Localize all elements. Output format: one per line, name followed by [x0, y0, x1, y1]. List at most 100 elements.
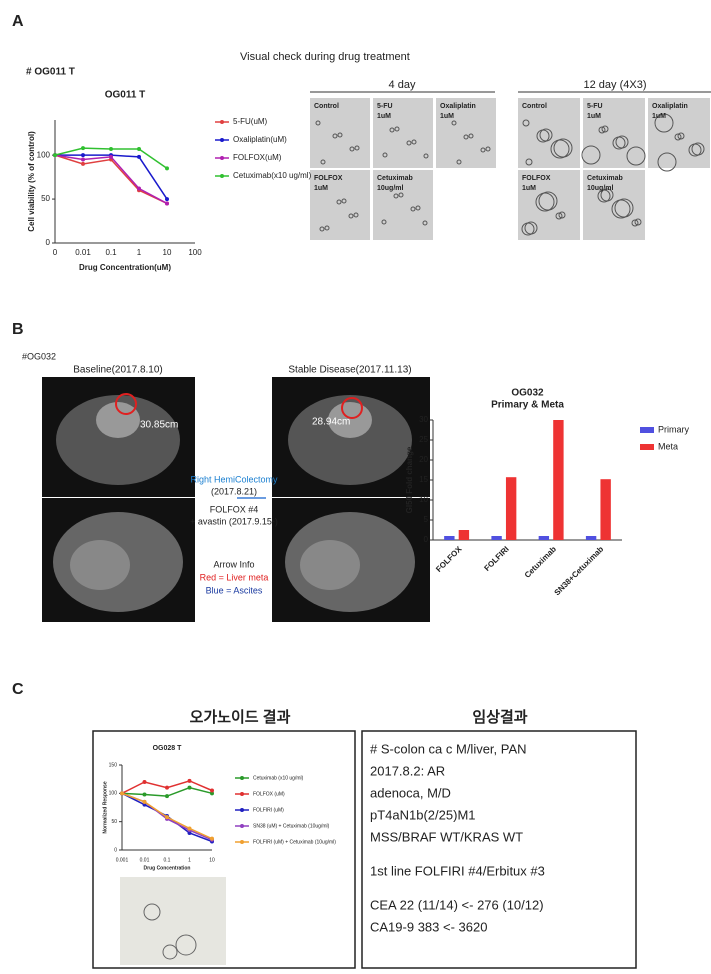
x-tick-label: 0.001 [116, 857, 129, 863]
legend-label: SN38 (uM) + Cetuximab (10ug/ml) [253, 823, 330, 829]
point [187, 831, 192, 835]
organoid [691, 142, 705, 156]
x-tick-label: 0 [53, 248, 58, 257]
x-tick-label: FOLFOX [434, 544, 464, 574]
legend-swatch [240, 776, 244, 780]
legend-swatch [240, 840, 244, 844]
organoid [524, 221, 538, 235]
legend-swatch [220, 174, 224, 178]
organoid [341, 198, 347, 204]
arrow-info: Blue = Ascites [206, 585, 263, 595]
organoid [456, 159, 462, 165]
clinical-line: CA19-9 383 <- 3620 [370, 919, 487, 934]
organoid [423, 153, 429, 159]
y-tick-label: 15 [419, 475, 428, 484]
organoid [336, 199, 342, 205]
x-tick-label: 10 [209, 857, 215, 863]
well-image [518, 98, 580, 168]
legend-label: FOLFOX(uM) [233, 153, 282, 162]
legend-swatch [220, 138, 224, 142]
well-label: FOLFOX [314, 175, 343, 182]
organoid [337, 132, 343, 138]
series-line [54, 154, 168, 205]
point [165, 785, 169, 790]
organoid [598, 126, 606, 134]
well-label: 1uM [587, 113, 601, 120]
point [109, 154, 113, 159]
organoid [381, 219, 387, 225]
x-tick-label: Cetuximab [523, 544, 558, 579]
organoid [393, 193, 399, 199]
ct-scans [42, 377, 430, 622]
point [142, 802, 147, 807]
chart-title: OG011 T [105, 90, 146, 101]
organoid [349, 146, 355, 152]
panel-label: C [12, 681, 24, 698]
bar [585, 536, 597, 540]
point [210, 788, 214, 793]
point [109, 146, 113, 151]
organoid [315, 120, 321, 126]
chart-title: OG032 [511, 388, 544, 399]
organoid [600, 188, 614, 202]
legend-label: FOLFIRI (uM) [253, 807, 284, 813]
y-tick-label: 30 [419, 415, 428, 424]
organoid [485, 146, 491, 152]
x-tick-label: FOLFIRI [482, 545, 510, 573]
sample-id: #OG032 [22, 351, 56, 361]
organoid [558, 211, 566, 219]
y-axis-label: Normalized Response [102, 781, 108, 833]
organoid [353, 212, 359, 218]
clinical-line: # S-colon ca c M/liver, PAN [370, 741, 527, 756]
organoid [348, 213, 354, 219]
x-tick-label: 1 [137, 248, 142, 257]
point [165, 201, 169, 206]
organoid [422, 220, 428, 226]
x-tick-label: 0.1 [105, 248, 117, 257]
x-tick-label: SN38+Cetuximab [553, 544, 606, 597]
legend-label: Oxaliplatin(uM) [233, 135, 287, 144]
y-tick-label: 20 [419, 455, 428, 464]
x-tick-label: 1 [188, 857, 191, 863]
organoid [389, 127, 395, 133]
point [210, 836, 214, 841]
bar [458, 530, 470, 540]
well-label: Cetuximab [587, 175, 623, 182]
sample-id: # OG011 T [26, 67, 75, 78]
bar [505, 477, 517, 540]
organoid [394, 126, 400, 132]
bar [600, 479, 611, 540]
y-tick-label: 25 [419, 435, 428, 444]
organoid [525, 158, 533, 166]
point [137, 154, 141, 159]
organoid [468, 133, 474, 139]
point [142, 780, 147, 784]
series-line [55, 154, 168, 200]
x-tick-label: 100 [188, 248, 202, 257]
box [361, 730, 637, 969]
x-tick-label: 0.1 [164, 857, 171, 863]
lesion-size: 28.94cm [312, 417, 350, 428]
section-title: 임상결과 [472, 708, 527, 726]
organoid [674, 133, 682, 141]
point [81, 157, 85, 162]
legend-label: FOLFOX (uM) [253, 791, 285, 797]
organoid [631, 219, 639, 227]
scan-title: Stable Disease(2017.11.13) [288, 365, 411, 376]
organoid [614, 198, 634, 218]
legend-label: Cetuximab(x10 ug/ml) [233, 171, 312, 180]
legend-swatch [640, 427, 654, 433]
point [187, 778, 192, 783]
organoid [324, 225, 330, 231]
organoid [539, 128, 553, 142]
legend-swatch [640, 444, 654, 450]
point [165, 815, 169, 820]
organoid [581, 145, 601, 165]
organoid [601, 125, 609, 133]
section-title: Visual check during drug treatment [240, 51, 410, 63]
arrow-info: Arrow Info [213, 559, 254, 569]
well-label: 1uM [440, 113, 454, 120]
y-tick-label: 50 [41, 194, 50, 203]
clinical-line: adenoca, M/D [370, 785, 451, 800]
legend-label: Meta [658, 441, 678, 451]
